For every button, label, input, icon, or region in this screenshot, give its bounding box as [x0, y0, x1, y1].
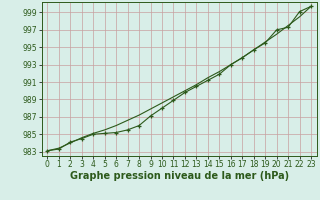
X-axis label: Graphe pression niveau de la mer (hPa): Graphe pression niveau de la mer (hPa) [70, 171, 289, 181]
